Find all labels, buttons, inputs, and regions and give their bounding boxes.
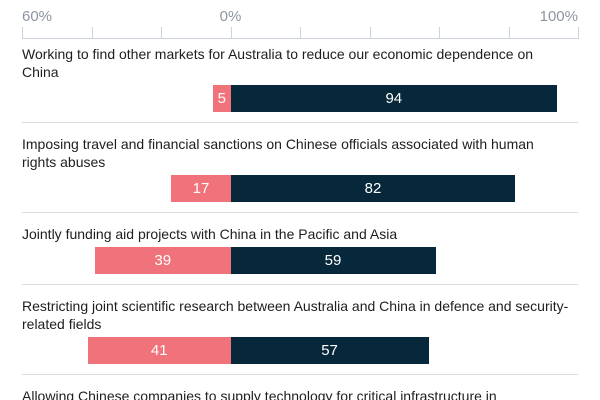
category-label: Imposing travel and financial sanctions … — [22, 136, 534, 170]
chart-row: Imposing travel and financial sanctions … — [22, 123, 578, 213]
chart-row: Restricting joint scientific research be… — [22, 285, 578, 375]
category-label: Restricting joint scientific research be… — [22, 298, 569, 332]
bar-track: 39 59 — [22, 247, 578, 274]
category-label: Jointly funding aid projects with China … — [22, 226, 398, 242]
bar-value-positive: 59 — [324, 252, 342, 269]
bar-value-negative: 17 — [192, 180, 210, 197]
axis-tick — [91, 27, 93, 39]
axis-label: 60% — [22, 8, 53, 25]
bar-value-negative: 5 — [217, 90, 226, 107]
bar-negative: 41 — [88, 337, 231, 364]
axis-tick — [439, 27, 440, 39]
bar-positive: 57 — [230, 337, 429, 364]
category-label: Allowing Chinese companies to supply tec… — [22, 388, 497, 400]
axis-tick — [161, 27, 162, 39]
bar-track: 5 94 — [22, 85, 578, 112]
chart-row: Allowing Chinese companies to supply tec… — [22, 375, 578, 400]
bar-value-positive: 94 — [385, 90, 403, 107]
bar-positive: 59 — [230, 247, 436, 274]
bar-negative: 17 — [171, 175, 231, 202]
bar-negative: 39 — [94, 247, 231, 274]
bar-value-negative: 41 — [150, 342, 168, 359]
axis-tick — [508, 27, 510, 39]
axis-tick — [300, 27, 301, 39]
axis-label: 100% — [539, 8, 578, 25]
axis-tick — [578, 27, 579, 39]
chart-row: Working to find other markets for Austra… — [22, 39, 578, 123]
bar-track: 41 57 — [22, 337, 578, 364]
axis-label: 0% — [219, 8, 242, 25]
bar-positive: 94 — [230, 85, 558, 112]
bar-negative: 5 — [213, 85, 231, 112]
chart-row: Jointly funding aid projects with China … — [22, 213, 578, 285]
bar-positive: 82 — [230, 175, 516, 202]
bar-value-positive: 82 — [364, 180, 382, 197]
axis-tick — [369, 27, 371, 39]
axis: 60% 0% 100% — [22, 0, 579, 39]
bar-value-positive: 57 — [321, 342, 338, 359]
bar-track: 17 82 — [22, 175, 578, 202]
axis-tick — [22, 27, 23, 39]
axis-tick — [230, 27, 232, 39]
category-label: Working to find other markets for Austra… — [22, 46, 534, 80]
bar-value-negative: 39 — [154, 252, 172, 269]
rows: Working to find other markets for Austra… — [22, 39, 578, 400]
